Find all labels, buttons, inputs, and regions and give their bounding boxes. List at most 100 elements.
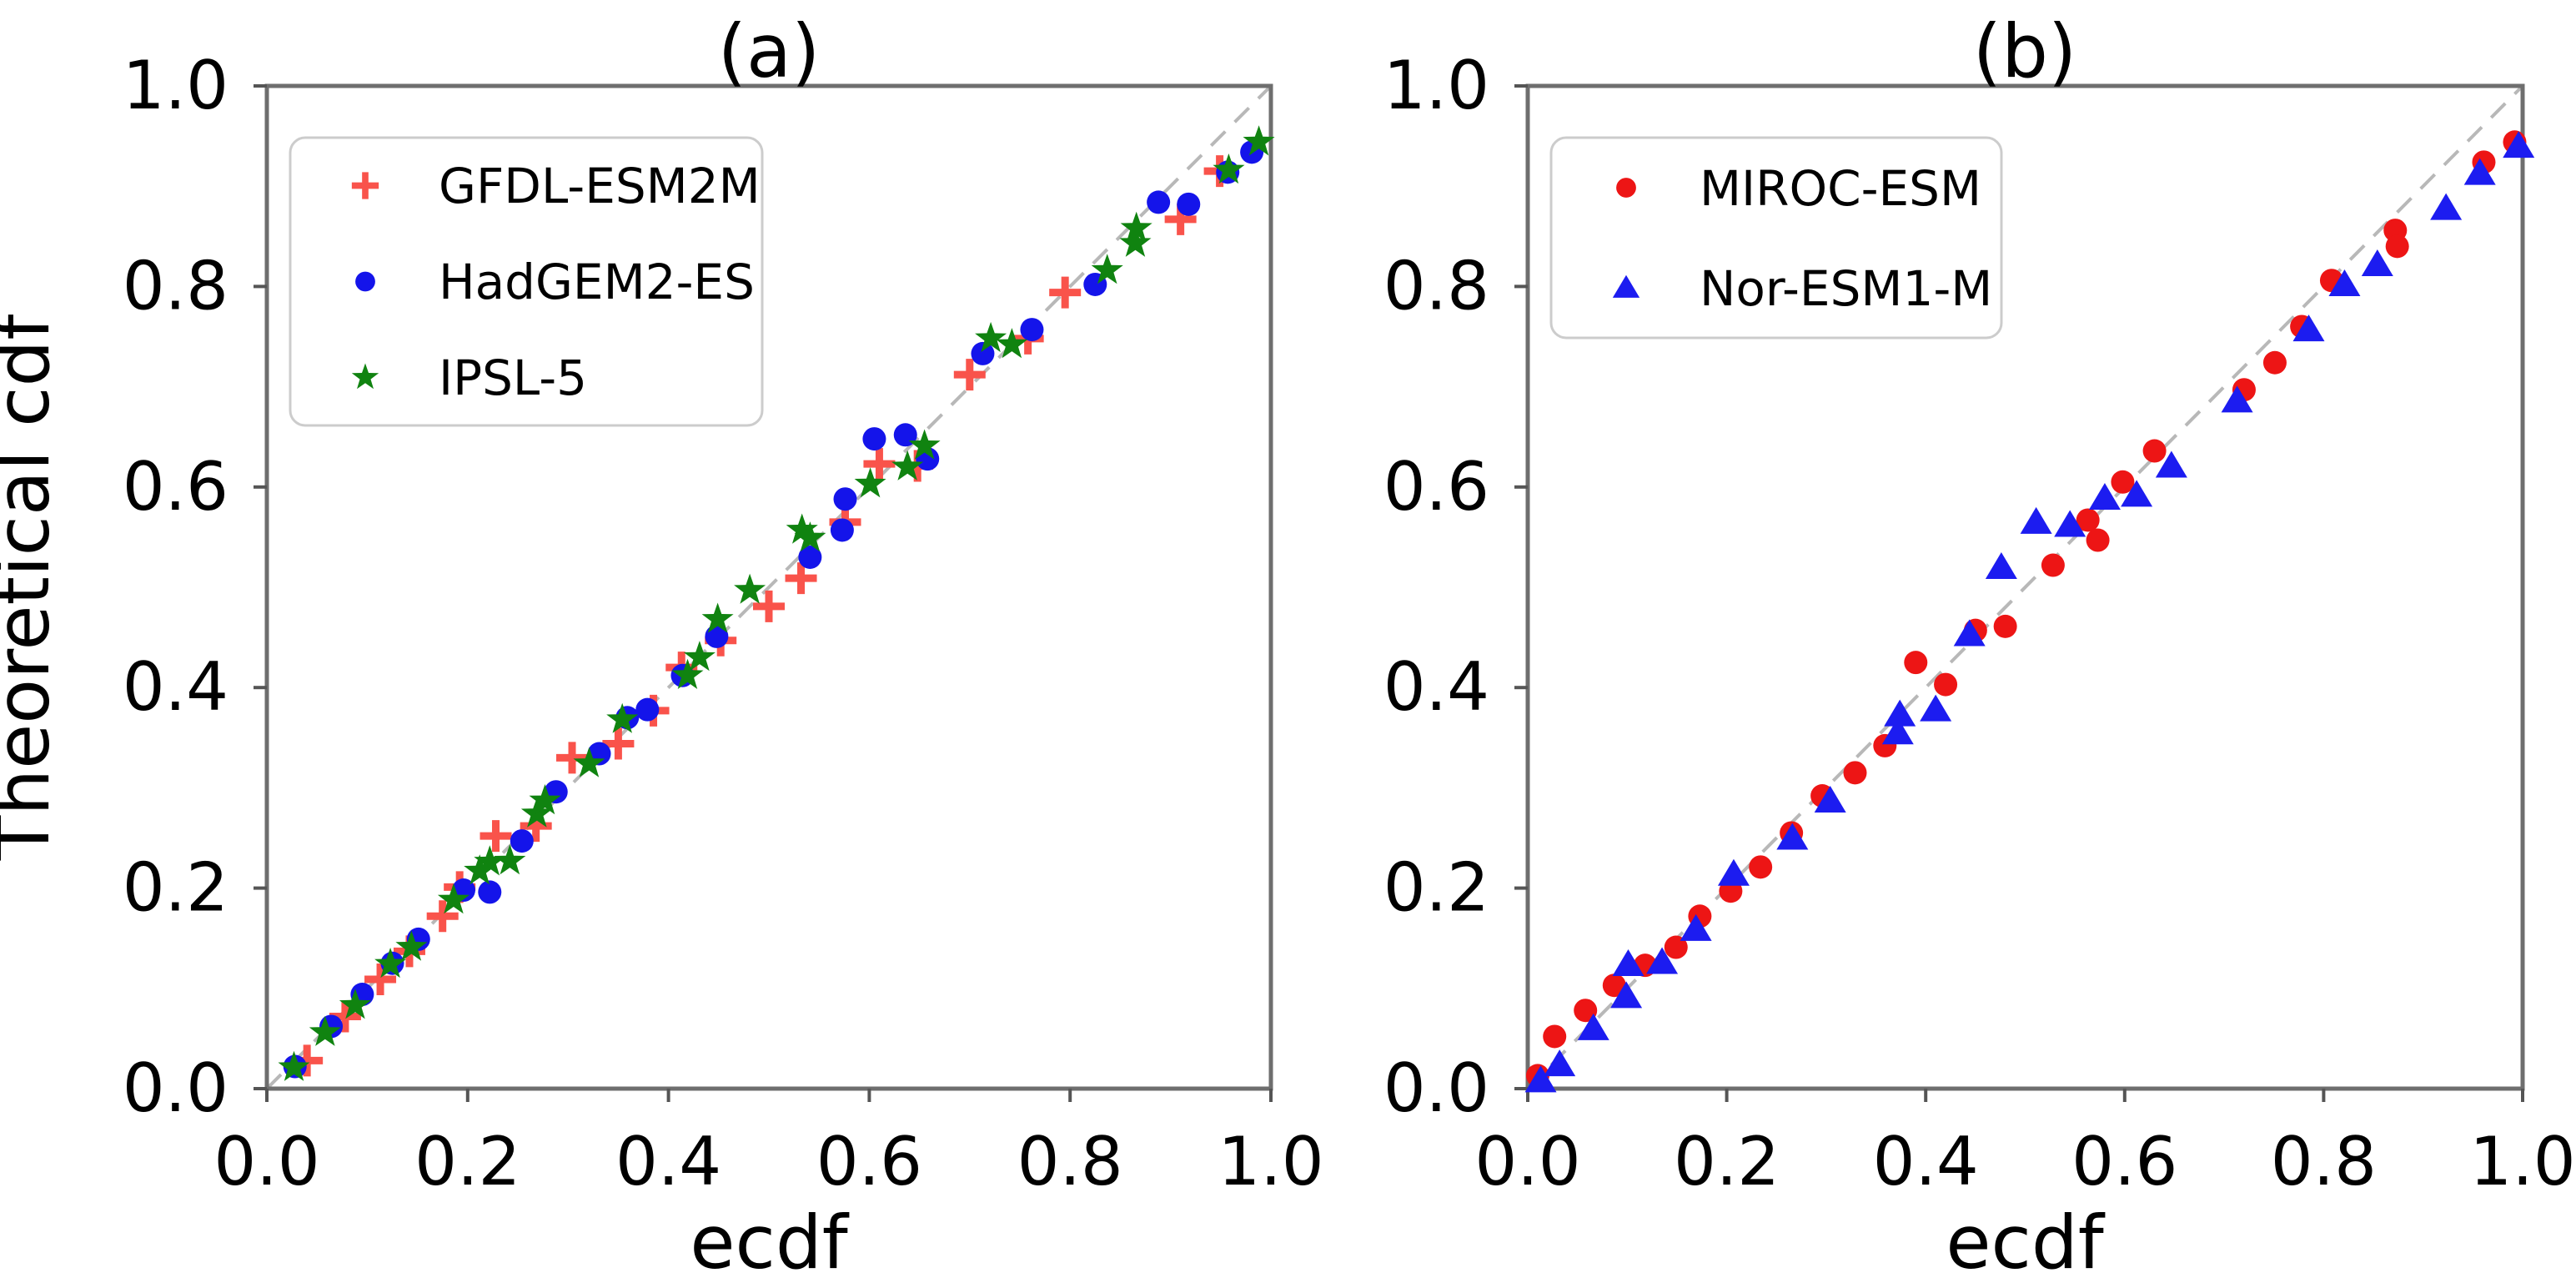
y-axis-ticks: 0.0 0.2 0.4 0.6 0.8 1.0 xyxy=(1383,47,1528,1127)
y-tick-label: 1.0 xyxy=(1383,47,1489,124)
plus-marker xyxy=(785,562,817,595)
y-tick-label: 0.0 xyxy=(123,1049,228,1127)
star-marker xyxy=(1119,226,1152,257)
star-marker xyxy=(351,363,379,390)
dot-marker xyxy=(1602,974,1626,998)
plus-marker xyxy=(863,448,896,481)
triangle-marker xyxy=(1680,913,1712,941)
dot-marker xyxy=(2385,234,2409,259)
triangle-marker xyxy=(1612,274,1640,298)
plot-border xyxy=(1525,83,2525,1091)
legend-b-label-noresm: Nor-ESM1-M xyxy=(1700,260,1992,317)
triangle-marker xyxy=(1920,694,1952,722)
panel-b-xaxis-label: ecdf xyxy=(1946,1200,2105,1278)
legend-a-label-gfdl: GFDL-ESM2M xyxy=(439,158,761,214)
x-tick-label: 0.2 xyxy=(414,1123,520,1200)
star-marker xyxy=(1213,153,1245,184)
star-marker xyxy=(683,641,716,672)
star-marker xyxy=(1120,211,1152,242)
dot-marker xyxy=(1934,672,1958,697)
dot-marker xyxy=(1749,855,1773,879)
plus-marker xyxy=(1049,276,1082,309)
dot-marker xyxy=(2262,350,2287,375)
x-tick-label: 0.2 xyxy=(1674,1123,1780,1200)
y-tick-label: 0.4 xyxy=(123,648,228,726)
x-tick-label: 1.0 xyxy=(2469,1123,2575,1200)
dot-marker xyxy=(1993,614,2017,638)
dot-marker xyxy=(1843,761,1867,785)
diagonal-reference-line xyxy=(265,84,1273,1090)
legend-box xyxy=(289,136,764,427)
x-tick-label: 0.8 xyxy=(1017,1123,1123,1200)
y-tick-label: 0.8 xyxy=(123,247,228,325)
star-marker xyxy=(908,429,941,460)
circle-marker xyxy=(833,487,857,511)
star-marker xyxy=(996,328,1028,359)
panel-a-xaxis-label: ecdf xyxy=(690,1200,849,1278)
dot-marker xyxy=(2086,528,2110,552)
dot-marker xyxy=(1904,651,1928,675)
y-tick-label: 0.6 xyxy=(123,448,228,526)
triangle-marker xyxy=(2361,249,2393,276)
y-tick-label: 0.2 xyxy=(1383,849,1489,927)
star-marker xyxy=(494,844,526,875)
x-tick-label: 0.8 xyxy=(2271,1123,2377,1200)
y-tick-label: 1.0 xyxy=(123,47,228,124)
circle-marker xyxy=(1177,192,1201,216)
y-tick-label: 0.8 xyxy=(1383,247,1489,325)
star-marker xyxy=(529,784,561,815)
legend-a-label-hadgem: HadGEM2-ES xyxy=(439,254,755,310)
plot-border xyxy=(264,83,1273,1091)
triangle-marker xyxy=(2328,269,2361,296)
x-axis-ticks: 0.0 0.2 0.4 0.6 0.8 1.0 xyxy=(1474,1089,2576,1200)
dot-marker xyxy=(1616,178,1636,198)
triangle-marker xyxy=(1524,1065,1557,1093)
dot-marker xyxy=(2142,439,2167,463)
circle-marker xyxy=(971,341,995,365)
plus-marker xyxy=(953,359,986,391)
panel-b-plot-area: 0.0 0.2 0.4 0.6 0.8 1.0 0.0 0.2 0.4 0.6 0.8 1.0 xyxy=(1383,47,2576,1200)
triangle-marker xyxy=(2088,483,2121,511)
star-marker xyxy=(437,883,470,914)
triangle-marker xyxy=(1717,858,1750,886)
star-marker xyxy=(309,1015,341,1046)
star-marker xyxy=(339,989,371,1019)
triangle-marker xyxy=(1577,1013,1609,1040)
x-tick-label: 1.0 xyxy=(1218,1123,1323,1200)
panel-a-plot-area: 0.0 0.2 0.4 0.6 0.8 1.0 0.0 0.2 0.4 0.6 0.8 1.0 xyxy=(123,47,1324,1200)
panel-b-title: (b) xyxy=(1973,8,2077,94)
star-marker xyxy=(734,573,766,604)
circle-marker xyxy=(1020,318,1044,342)
dot-marker xyxy=(1543,1024,1567,1049)
circle-marker xyxy=(635,697,660,722)
triangle-marker xyxy=(1544,1049,1576,1077)
triangle-marker xyxy=(2430,193,2463,220)
star-marker xyxy=(794,521,826,552)
plus-marker xyxy=(426,900,459,933)
dot-marker xyxy=(1574,999,1598,1023)
star-marker xyxy=(671,658,704,689)
legend-b-label-miroc: MIROC-ESM xyxy=(1700,160,1981,217)
star-marker xyxy=(854,467,886,498)
circle-marker xyxy=(1147,190,1171,214)
star-marker xyxy=(278,1050,310,1081)
panel-a-title: (a) xyxy=(718,8,821,94)
plus-marker xyxy=(351,172,379,199)
star-marker xyxy=(701,602,734,633)
legend-box xyxy=(1549,136,2003,340)
star-marker xyxy=(1243,125,1275,156)
triangle-marker xyxy=(2020,506,2052,534)
series-IPSL-5 xyxy=(278,125,1275,1081)
triangle-marker xyxy=(1776,823,1809,850)
circle-marker xyxy=(355,271,375,292)
star-marker xyxy=(374,948,407,979)
plus-marker xyxy=(556,742,589,774)
triangle-marker xyxy=(2292,314,2325,342)
star-marker xyxy=(464,854,496,885)
star-marker xyxy=(1091,254,1123,284)
y-tick-label: 0.4 xyxy=(1383,648,1489,726)
dot-marker xyxy=(2041,553,2065,577)
triangle-marker xyxy=(1814,786,1846,813)
star-marker xyxy=(573,747,605,777)
